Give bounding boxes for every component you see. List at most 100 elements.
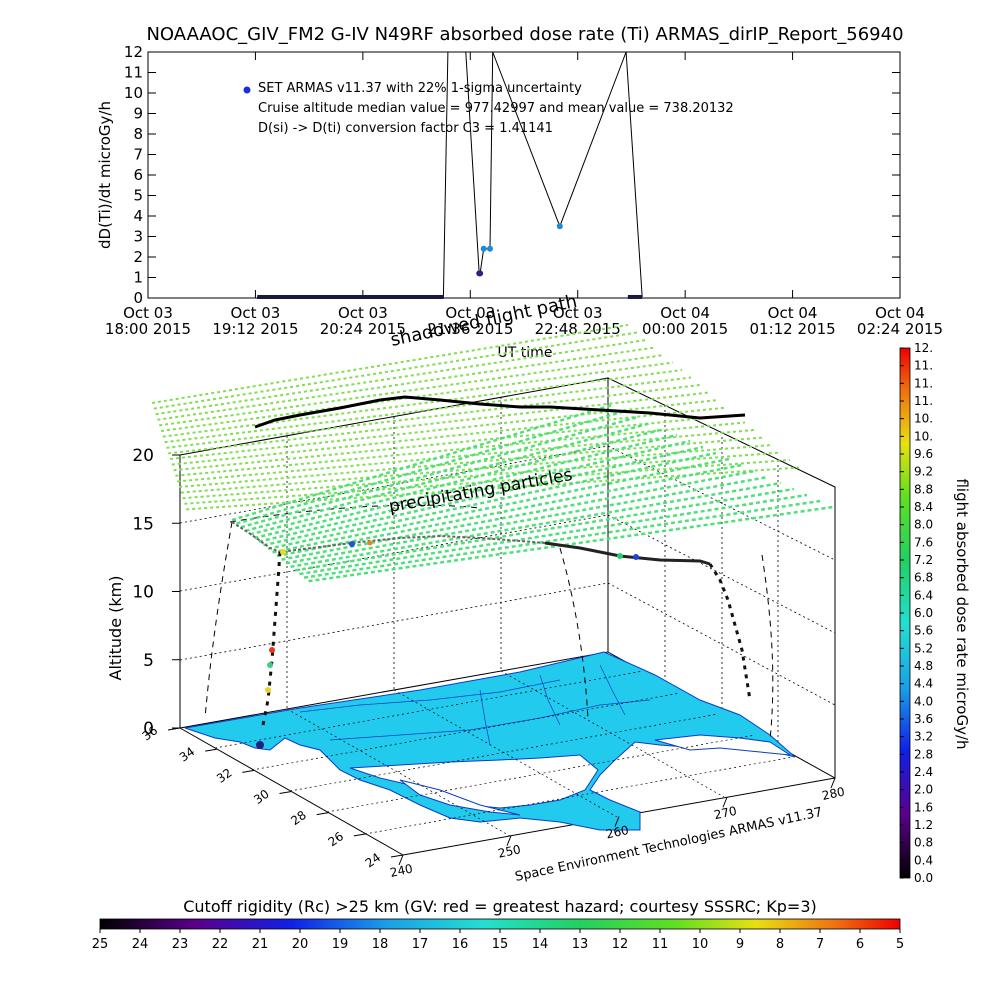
y-tick-label: 1 <box>133 269 143 287</box>
lon-tick-mark <box>506 835 512 846</box>
shadow-grid-line <box>166 384 701 449</box>
shadow-grid-line <box>151 324 629 404</box>
rigidity-tick-label: 22 <box>212 937 229 952</box>
lat-tick-label: 32 <box>214 766 235 786</box>
rigidity-tick-label: 12 <box>612 937 629 952</box>
y-tick-label: 10 <box>124 84 143 102</box>
rigidity-colorbar <box>99 918 901 930</box>
precip-grid-line <box>272 457 730 554</box>
x-tick-label-time: 00:00 2015 <box>642 320 728 338</box>
precip-grid-line <box>249 427 665 536</box>
lon-tick-mark <box>614 816 620 827</box>
lon-tick-mark <box>722 797 728 808</box>
rigidity-tick-label: 5 <box>896 937 904 952</box>
precip-grid-line <box>281 469 756 561</box>
rigidity-tick-label: 10 <box>692 937 709 952</box>
colorbar-tick-label: 4.0 <box>914 694 933 708</box>
x-tick-label-time: 01:12 2015 <box>749 320 835 338</box>
shadow-grid-line <box>168 391 710 455</box>
y-tick-label: 0 <box>133 289 143 307</box>
lat-tick-label: 28 <box>288 808 309 828</box>
colorbar-tick-label: 7.2 <box>914 553 933 567</box>
y-tick-label: 9 <box>133 105 143 123</box>
north-america-land <box>184 651 796 831</box>
shadow-grid-line <box>169 399 719 460</box>
colorbar-tick-label: 12. <box>914 341 933 355</box>
legend-line-1: SET ARMAS v11.37 with 22% 1-sigma uncert… <box>258 81 582 96</box>
colorbar-tick-label: 0.8 <box>914 836 933 850</box>
altitude-tick-label: 20 <box>132 446 154 466</box>
colorbar-tick-label: 11. <box>914 359 933 373</box>
altitude-axis-label: Altitude (km) <box>106 576 125 681</box>
rigidity-tick-label: 16 <box>452 937 469 952</box>
colorbar-tick-label: 9.2 <box>914 465 933 479</box>
data-point <box>477 270 484 277</box>
lon-tick-mark <box>830 777 836 789</box>
colorbar-tick-label: 2.0 <box>914 783 933 797</box>
x-tick-label-time: 20:24 2015 <box>320 320 406 338</box>
lat-tick-mark <box>316 812 329 816</box>
colorbar-tick-label: 7.6 <box>914 535 933 549</box>
rigidity-tick-label: 17 <box>412 937 429 952</box>
x-axis-label: UT time <box>498 345 553 361</box>
altitude-tick-label: 15 <box>132 514 154 534</box>
lat-tick-label: 34 <box>177 744 198 764</box>
rigidity-tick-label: 25 <box>92 937 109 952</box>
lat-tick-label: 24 <box>363 850 384 870</box>
data-point <box>556 223 563 230</box>
rigidity-tick-label: 9 <box>736 937 744 952</box>
x-tick-label-time: 18:00 2015 <box>105 320 191 338</box>
rigidity-tick-label: 21 <box>252 937 269 952</box>
x-tick-label-date: Oct 03 <box>123 304 173 322</box>
shadow-grid-line <box>164 376 692 444</box>
legend-marker <box>243 86 251 94</box>
shadow-grid-line <box>155 339 647 416</box>
precip-grid-line <box>263 445 704 547</box>
colorbar-tick-label: 1.2 <box>914 818 933 832</box>
lon-tick-label: 250 <box>497 842 522 860</box>
lat-tick-mark <box>167 727 181 731</box>
precip-grid-line <box>308 505 834 583</box>
y-tick-label: 3 <box>133 228 143 246</box>
precip-grid-line <box>285 475 769 565</box>
rigidity-tick-label: 24 <box>132 937 149 952</box>
x-tick-label-time: 19:12 2015 <box>212 320 298 338</box>
legend-line-2: Cruise altitude median value = 977.42997… <box>258 101 734 116</box>
y-tick-label: 12 <box>124 43 143 61</box>
colorbar-tick-label: 3.6 <box>914 712 933 726</box>
lat-tick-mark <box>279 791 292 794</box>
colorbar-tick-label: 0.4 <box>914 853 933 867</box>
rigidity-tick-label: 8 <box>776 937 784 952</box>
y-axis-label: dD(Ti)/dt microGy/h <box>96 101 114 249</box>
rigidity-tick-label: 15 <box>492 937 509 952</box>
colorbar-tick-label: 4.8 <box>914 659 933 673</box>
rigidity-tick-label: 14 <box>532 937 549 952</box>
data-point <box>480 245 487 252</box>
rigidity-title: Cutoff rigidity (Rc) >25 km (GV: red = g… <box>183 897 817 916</box>
y-tick-label: 8 <box>133 125 143 143</box>
x-tick-label-date: Oct 03 <box>231 304 281 322</box>
precip-grid-line <box>267 451 717 551</box>
rigidity-tick-label: 7 <box>816 937 824 952</box>
colorbar-tick-label: 6.0 <box>914 606 933 620</box>
colorbar-tick-label: 1.6 <box>914 800 933 814</box>
lon-tick-label: 280 <box>821 784 846 802</box>
colorbar-tick-label: 8.4 <box>914 500 933 514</box>
shadow-grid-line <box>162 369 683 438</box>
colorbar-tick-label: 4.4 <box>914 677 933 691</box>
lat-tick-mark <box>353 833 366 837</box>
colorbar-tick-label: 8.8 <box>914 482 933 496</box>
precip-grid-line <box>276 463 743 558</box>
lat-tick-label: 30 <box>251 787 272 807</box>
x-tick-label-date: Oct 04 <box>660 304 710 322</box>
altitude-tick-label: 0 <box>143 719 154 739</box>
x-tick-label-date: Oct 03 <box>338 304 388 322</box>
shadow-grid-line <box>184 459 791 505</box>
chart-title: NOAAAOC_GIV_FM2 G-IV N49RF absorbed dose… <box>146 24 903 45</box>
precip-grid-line <box>303 499 821 579</box>
y-tick-label: 4 <box>133 207 143 225</box>
precip-grid-line <box>290 481 782 569</box>
lat-tick-mark <box>205 748 218 752</box>
